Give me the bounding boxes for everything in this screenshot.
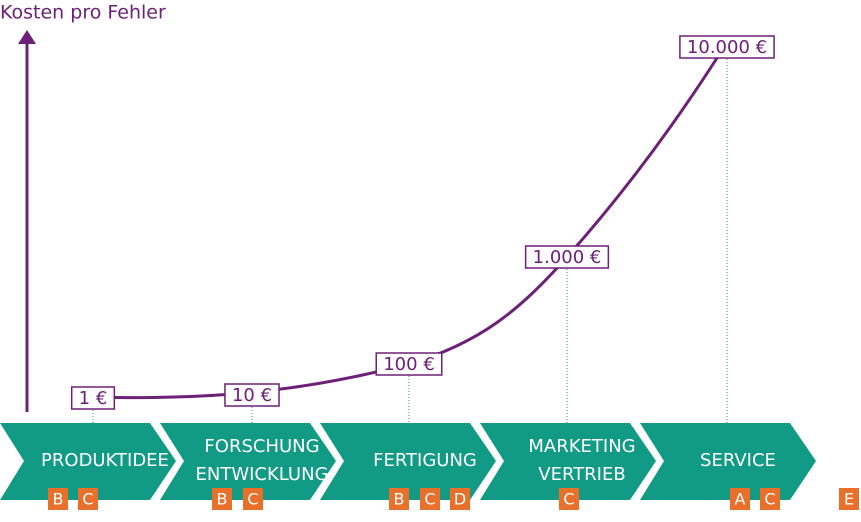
badge: [559, 488, 579, 510]
cost-label: 1.000 €: [533, 247, 602, 268]
cost-curve: [74, 57, 719, 400]
step-label: FORSCHUNG: [204, 436, 319, 457]
axis-title: Kosten pro Fehler: [0, 2, 166, 24]
badge-letter: C: [82, 490, 93, 509]
step-label: ENTWICKLUNG: [195, 464, 328, 485]
cost-box: [224, 383, 280, 407]
step-label: MARKETING: [528, 436, 635, 457]
badge: [839, 488, 859, 510]
badge-letter: B: [53, 490, 64, 509]
badge: [760, 488, 780, 510]
cost-label: 1 €: [79, 388, 108, 409]
badge: [450, 488, 470, 510]
process-chevron: [480, 423, 656, 500]
cost-box: [524, 245, 610, 269]
badge-letter: C: [424, 490, 435, 509]
badge: [212, 488, 232, 510]
cost-box: [679, 35, 775, 59]
cost-box: [70, 386, 116, 410]
cost-label: 10 €: [232, 385, 272, 406]
process-chevron: [640, 423, 816, 500]
badge-letter: C: [247, 490, 258, 509]
cost-label: 10.000 €: [687, 37, 767, 58]
badge: [730, 488, 750, 510]
process-chevron: [0, 423, 176, 500]
step-label: VERTRIEB: [538, 464, 625, 485]
badge-letter: C: [764, 490, 775, 509]
process-chevron: [160, 423, 336, 500]
badge-letter: B: [394, 490, 405, 509]
badge: [78, 488, 98, 510]
badge-letter: E: [844, 490, 854, 509]
badge-letter: D: [454, 490, 466, 509]
step-label: SERVICE: [700, 450, 776, 471]
badge: [243, 488, 263, 510]
badge-letter: C: [563, 490, 574, 509]
badge-letter: A: [735, 490, 746, 509]
step-label: FERTIGUNG: [373, 450, 477, 471]
badge: [48, 488, 68, 510]
axis-arrowhead: [18, 30, 36, 44]
badge: [389, 488, 409, 510]
badge-letter: B: [217, 490, 228, 509]
process-chevron: [320, 423, 496, 500]
cost-label: 100 €: [383, 354, 435, 375]
cost-box: [375, 352, 443, 376]
badge: [420, 488, 440, 510]
step-label: PRODUKTIDEE: [41, 450, 169, 471]
